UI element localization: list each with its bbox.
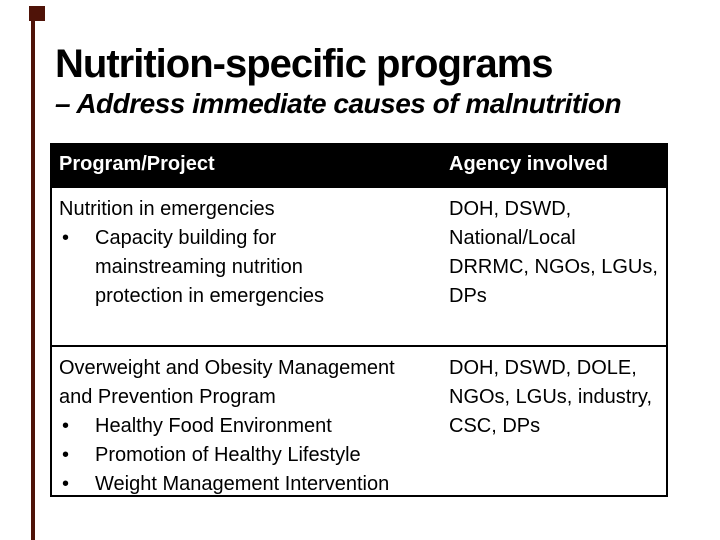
bullet-list-item: • Weight Management Intervention bbox=[59, 470, 438, 499]
bullet-line: mainstreaming nutrition bbox=[95, 256, 303, 278]
bullet-list-item: • Promotion of Healthy Lifestyle bbox=[59, 441, 438, 470]
agency-cell: DOH, DSWD, National/Local DRRMC, NGOs, LGU… bbox=[442, 188, 666, 345]
agency-line: CSC, DPs bbox=[449, 415, 541, 437]
bullet-line: Weight Management Intervention bbox=[95, 473, 390, 495]
bullet-list-item: • Capacity building for mainstreaming nutr… bbox=[59, 224, 438, 311]
bullet-line: Healthy Food Environment bbox=[95, 415, 332, 437]
bullet-text: Capacity building for mainstreaming nutri… bbox=[95, 224, 324, 311]
program-line: Nutrition in emergencies bbox=[59, 198, 275, 220]
program-cell: Nutrition in emergencies • Capacity buildi… bbox=[52, 188, 442, 345]
slide-title: Nutrition-specific programs bbox=[55, 42, 554, 86]
bullet-icon: • bbox=[62, 473, 70, 495]
slide-subtitle: – Address immediate causes of malnutriti… bbox=[55, 88, 622, 119]
table-header-row: Program/Project Agency involved bbox=[52, 143, 666, 186]
table-row: Overweight and Obesity Management and Pre… bbox=[52, 347, 666, 497]
accent-vertical-bar-decoration bbox=[31, 21, 35, 540]
bullet-icon: • bbox=[62, 415, 70, 437]
agency-cell: DOH, DSWD, DOLE, NGOs, LGUs, industry, CSC… bbox=[442, 347, 666, 495]
bullet-text: Weight Management Intervention bbox=[95, 470, 389, 499]
bullet-icon: • bbox=[62, 444, 70, 466]
bullet-line: protection in emergencies bbox=[95, 285, 325, 307]
column-header-program: Program/Project bbox=[59, 153, 215, 175]
agency-line: DRRMC, NGOs, LGUs, bbox=[449, 256, 658, 278]
bullet-icon: • bbox=[62, 227, 70, 249]
bullet-text: Healthy Food Environment bbox=[95, 412, 332, 441]
agency-line: DOH, DSWD, DOLE, bbox=[449, 357, 637, 379]
table-body: Nutrition in emergencies • Capacity buildi… bbox=[52, 186, 666, 497]
bullet-text: Promotion of Healthy Lifestyle bbox=[95, 441, 361, 470]
agency-line: DPs bbox=[449, 285, 487, 307]
program-cell: Overweight and Obesity Management and Pre… bbox=[52, 347, 442, 495]
accent-square-decoration bbox=[29, 6, 45, 21]
agency-line: National/Local bbox=[449, 227, 576, 249]
column-header-agency: Agency involved bbox=[449, 153, 608, 175]
program-line: and Prevention Program bbox=[59, 386, 276, 408]
table-row: Nutrition in emergencies • Capacity buildi… bbox=[52, 186, 666, 347]
programs-table: Program/Project Agency involved Nutritio… bbox=[50, 143, 668, 497]
bullet-line: Capacity building for bbox=[95, 227, 277, 249]
program-line: Overweight and Obesity Management bbox=[59, 357, 395, 379]
bullet-line: Promotion of Healthy Lifestyle bbox=[95, 444, 361, 466]
agency-line: DOH, DSWD, bbox=[449, 198, 572, 220]
bullet-list-item: • Healthy Food Environment bbox=[59, 412, 438, 441]
agency-line: NGOs, LGUs, industry, bbox=[449, 386, 653, 408]
